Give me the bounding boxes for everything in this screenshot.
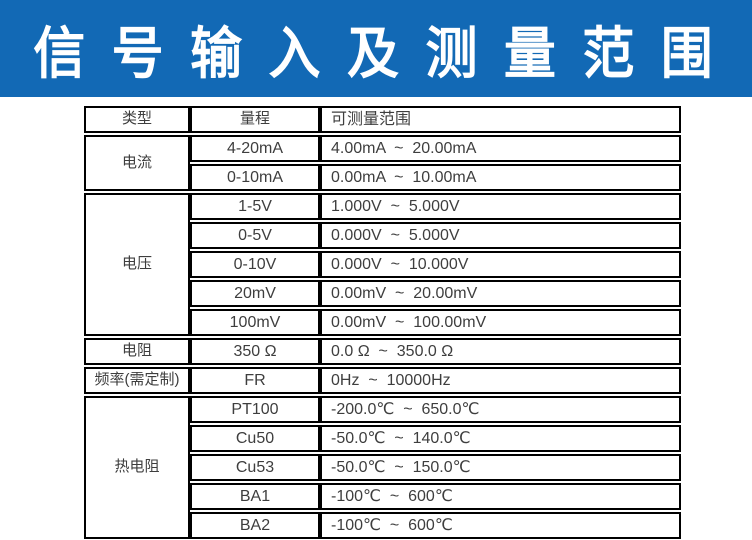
measure-cell: -50.0℃ ~ 140.0℃: [320, 425, 681, 452]
range-cell: 350 Ω: [190, 338, 320, 365]
table-row: 热电阻 PT100 -200.0℃ ~ 650.0℃: [84, 396, 681, 539]
range-cell: FR: [190, 367, 320, 394]
range-cell: Cu50: [190, 425, 320, 452]
table-row: Cu53 -50.0℃ ~ 150.0℃: [84, 454, 681, 481]
table-row: 电阻 350 Ω 0.0 Ω ~ 350.0 Ω: [84, 338, 681, 365]
title-banner: 信 号 输 入 及 测 量 范 围: [0, 0, 752, 97]
measure-cell: 0.0 Ω ~ 350.0 Ω: [320, 338, 681, 365]
range-cell: 0-10mA: [190, 164, 320, 191]
table-row: 20mV 0.00mV ~ 20.00mV: [84, 280, 681, 307]
measure-cell: 0.00mA ~ 10.00mA: [320, 164, 681, 191]
measure-cell: 4.00mA ~ 20.00mA: [320, 135, 681, 162]
range-cell: PT100: [190, 396, 320, 423]
type-cell-current: 电流: [84, 135, 190, 191]
measure-cell: -100℃ ~ 600℃: [320, 512, 681, 539]
range-cell: Cu53: [190, 454, 320, 481]
type-cell-voltage: 电压: [84, 193, 190, 336]
page-title: 信 号 输 入 及 测 量 范 围: [33, 23, 719, 86]
measure-cell: -50.0℃ ~ 150.0℃: [320, 454, 681, 481]
measure-cell: 0.000V ~ 10.000V: [320, 251, 681, 278]
table-row: BA1 -100℃ ~ 600℃: [84, 483, 681, 510]
table-row: 0-10mA 0.00mA ~ 10.00mA: [84, 164, 681, 191]
header-row: 类型 量程 可测量范围: [84, 106, 681, 133]
table-row: 电流 4-20mA 4.00mA ~ 20.00mA: [84, 135, 681, 191]
table-row: Cu50 -50.0℃ ~ 140.0℃: [84, 425, 681, 452]
measure-cell: 1.000V ~ 5.000V: [320, 193, 681, 220]
column-header-type: 类型: [84, 106, 190, 133]
signal-range-table-container: 类型 量程 可测量范围 电流 4-20mA 4.00mA ~ 20.00mA 0…: [84, 104, 681, 540]
range-cell: 4-20mA: [190, 135, 320, 162]
measure-cell: 0.00mV ~ 20.00mV: [320, 280, 681, 307]
measure-cell: 0.000V ~ 5.000V: [320, 222, 681, 249]
table-row: 100mV 0.00mV ~ 100.00mV: [84, 309, 681, 336]
column-header-measure-range: 可测量范围: [320, 106, 681, 133]
range-cell: BA1: [190, 483, 320, 510]
column-header-range: 量程: [190, 106, 320, 133]
type-cell-resistance: 电阻: [84, 338, 190, 365]
measure-cell: -200.0℃ ~ 650.0℃: [320, 396, 681, 423]
range-cell: 20mV: [190, 280, 320, 307]
range-cell: 0-5V: [190, 222, 320, 249]
type-cell-frequency: 频率(需定制): [84, 367, 190, 394]
table-row: 频率(需定制) FR 0Hz ~ 10000Hz: [84, 367, 681, 394]
table-row: 0-5V 0.000V ~ 5.000V: [84, 222, 681, 249]
table-row: 电压 1-5V 1.000V ~ 5.000V: [84, 193, 681, 336]
type-cell-rtd: 热电阻: [84, 396, 190, 539]
measure-cell: 0Hz ~ 10000Hz: [320, 367, 681, 394]
range-cell: BA2: [190, 512, 320, 539]
range-cell: 0-10V: [190, 251, 320, 278]
table-row: 0-10V 0.000V ~ 10.000V: [84, 251, 681, 278]
range-cell: 100mV: [190, 309, 320, 336]
measure-cell: 0.00mV ~ 100.00mV: [320, 309, 681, 336]
range-cell: 1-5V: [190, 193, 320, 220]
measure-cell: -100℃ ~ 600℃: [320, 483, 681, 510]
table-row: BA2 -100℃ ~ 600℃: [84, 512, 681, 539]
signal-range-table: 类型 量程 可测量范围 电流 4-20mA 4.00mA ~ 20.00mA 0…: [84, 104, 681, 540]
